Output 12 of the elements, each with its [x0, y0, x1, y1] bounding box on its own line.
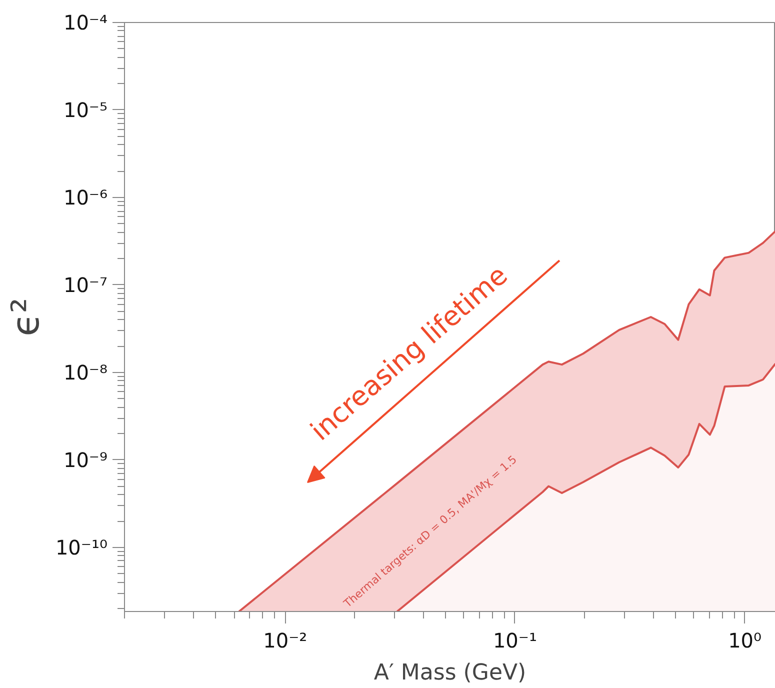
y-tick-label: 10⁻⁶ — [63, 185, 108, 210]
y-tick-label: 10⁻⁵ — [63, 98, 108, 122]
y-tick-label: 10⁻⁹ — [63, 448, 108, 472]
x-tick-label: 10⁻² — [263, 628, 308, 652]
y-axis-title: ϵ² — [3, 298, 48, 336]
x-tick-label: 10⁰ — [728, 628, 762, 652]
y-tick-label: 10⁻⁷ — [63, 272, 108, 297]
x-tick-label: 10⁻¹ — [492, 628, 537, 652]
x-axis-title: A′ Mass (GeV) — [374, 660, 526, 686]
y-tick-label: 10⁻⁴ — [63, 10, 108, 34]
y-tick-label: 10⁻⁸ — [63, 360, 108, 384]
y-tick-label: 10⁻¹⁰ — [55, 535, 108, 560]
